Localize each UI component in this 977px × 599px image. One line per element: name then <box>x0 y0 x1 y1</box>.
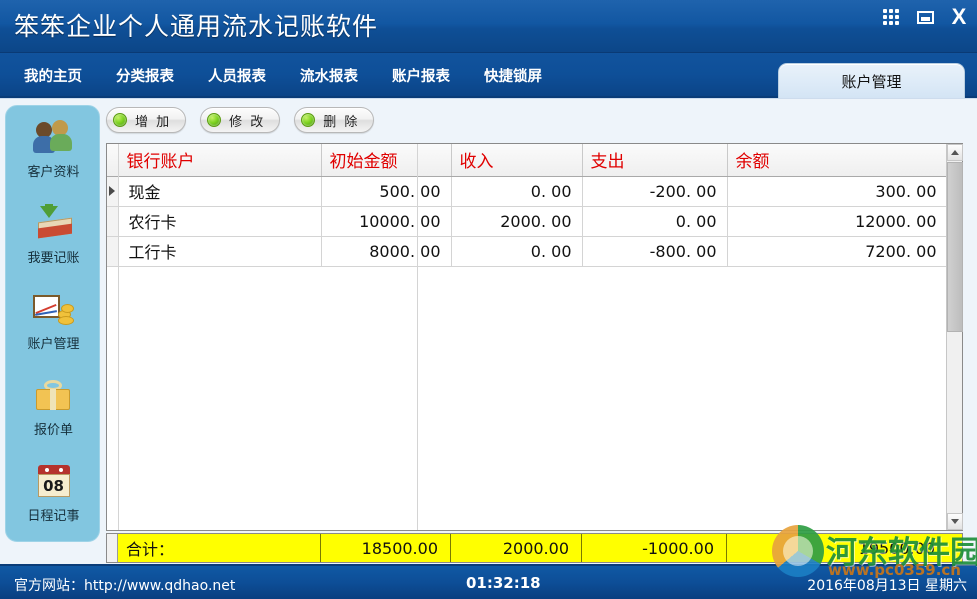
grid-menu-icon <box>883 9 899 25</box>
cell-balance[interactable]: 300. 00 <box>727 176 948 207</box>
add-button[interactable]: 增 加 <box>106 107 187 133</box>
cell-expense[interactable]: -200. 00 <box>582 176 728 207</box>
table-header-row: 银行账户 初始金额 收入 支出 余额 <box>107 144 948 177</box>
minimize-icon <box>916 10 934 24</box>
scrollbar-thumb[interactable] <box>947 162 963 332</box>
vertical-scrollbar[interactable] <box>946 144 963 530</box>
cell-balance[interactable]: 12000. 00 <box>727 206 948 237</box>
totals-indicator <box>107 534 118 562</box>
col-header-initial[interactable]: 初始金额 <box>321 144 452 177</box>
sidebar-label-schedule: 日程记事 <box>27 509 80 524</box>
ledger-icon <box>32 204 76 244</box>
table-row[interactable]: 工行卡 8000. 00 0. 00 -800. 00 7200. 00 <box>107 236 948 267</box>
table-row[interactable]: 农行卡 10000. 00 2000. 00 0. 00 12000. 00 <box>107 206 948 237</box>
delete-button[interactable]: 删 除 <box>294 107 375 133</box>
close-icon: X <box>951 4 967 29</box>
add-button-label: 增 加 <box>135 114 172 130</box>
cell-balance[interactable]: 7200. 00 <box>727 236 948 267</box>
cell-initial[interactable]: 500. 00 <box>321 176 452 207</box>
sidebar-label-bookkeeping: 我要记账 <box>27 251 80 266</box>
col-header-account[interactable]: 银行账户 <box>118 144 322 177</box>
row-indicator <box>107 206 119 237</box>
col-header-expense[interactable]: 支出 <box>582 144 728 177</box>
calendar-icon: 08 <box>32 462 76 502</box>
sidebar-item-customers[interactable]: 客户资料 <box>6 106 101 192</box>
menu-item-list: 我的主页 分类报表 人员报表 流水报表 账户报表 快捷锁屏 <box>18 53 548 98</box>
app-title: 笨笨企业个人通用流水记账软件 <box>14 12 379 41</box>
row-indicator <box>107 176 119 207</box>
row-indicator-header <box>107 144 119 177</box>
delete-led-icon <box>301 113 316 127</box>
grid-indicator-divider <box>118 144 119 530</box>
close-button[interactable]: X <box>945 4 973 30</box>
edit-button[interactable]: 修 改 <box>200 107 281 133</box>
sidebar-label-quotation: 报价单 <box>33 423 73 438</box>
add-led-icon <box>113 113 127 127</box>
grid-menu-button[interactable] <box>877 4 905 30</box>
accounts-grid: 银行账户 初始金额 收入 支出 余额 现金 500. 00 0. 00 -200… <box>106 143 963 531</box>
totals-initial: 18500.00 <box>321 534 451 562</box>
grid-column-divider <box>417 144 418 530</box>
toolbar: 增 加 修 改 删 除 <box>106 107 375 137</box>
accounts-table: 银行账户 初始金额 收入 支出 余额 现金 500. 00 0. 00 -200… <box>107 144 948 267</box>
menu-item-category-report[interactable]: 分类报表 <box>116 69 174 85</box>
title-bar: 笨笨企业个人通用流水记账软件 X <box>0 0 977 53</box>
col-header-income[interactable]: 收入 <box>451 144 583 177</box>
cell-initial[interactable]: 8000. 00 <box>321 236 452 267</box>
sidebar: 客户资料 我要记账 账户管理 报价单 08 日 <box>5 105 100 542</box>
status-time: 01:32:18 <box>466 574 541 592</box>
menu-item-quick-lock[interactable]: 快捷锁屏 <box>484 69 542 85</box>
scroll-up-button[interactable] <box>947 144 963 161</box>
cell-expense[interactable]: 0. 00 <box>582 206 728 237</box>
sidebar-item-bookkeeping[interactable]: 我要记账 <box>6 192 101 278</box>
minimize-button[interactable] <box>911 4 939 30</box>
sidebar-item-quotation[interactable]: 报价单 <box>6 364 101 450</box>
edit-led-icon <box>207 113 222 127</box>
gift-box-icon <box>32 376 76 416</box>
tab-account-management[interactable]: 账户管理 <box>778 63 965 99</box>
cell-account[interactable]: 工行卡 <box>118 236 322 267</box>
scroll-down-button[interactable] <box>947 513 963 530</box>
delete-button-label: 删 除 <box>323 114 360 130</box>
cell-initial[interactable]: 10000. 00 <box>321 206 452 237</box>
menu-item-account-report[interactable]: 账户报表 <box>392 69 450 85</box>
users-icon <box>32 118 76 158</box>
cell-account[interactable]: 农行卡 <box>118 206 322 237</box>
sidebar-label-account-management: 账户管理 <box>27 337 80 352</box>
row-indicator <box>107 236 119 267</box>
window-controls: X <box>877 2 973 32</box>
status-date: 2016年08月13日 星期六 <box>807 578 967 594</box>
menu-item-personnel-report[interactable]: 人员报表 <box>208 69 266 85</box>
cell-account[interactable]: 现金 <box>118 176 322 207</box>
current-row-arrow-icon <box>109 186 115 196</box>
cell-expense[interactable]: -800. 00 <box>582 236 728 267</box>
totals-balance: 19500.00 <box>858 538 935 558</box>
cell-income[interactable]: 0. 00 <box>451 236 583 267</box>
menu-item-flow-report[interactable]: 流水报表 <box>300 69 358 85</box>
calendar-day: 08 <box>37 474 70 497</box>
table-row[interactable]: 现金 500. 00 0. 00 -200. 00 300. 00 <box>107 176 948 207</box>
workspace: 客户资料 我要记账 账户管理 报价单 08 日 <box>0 98 977 564</box>
content-panel: 增 加 修 改 删 除 银 <box>106 101 972 563</box>
edit-button-label: 修 改 <box>229 114 266 130</box>
totals-income: 2000.00 <box>451 534 582 562</box>
sidebar-item-account-management[interactable]: 账户管理 <box>6 278 101 364</box>
cell-income[interactable]: 2000. 00 <box>451 206 583 237</box>
totals-label: 合计： <box>118 534 321 562</box>
totals-row: 合计： 18500.00 2000.00 -1000.00 19500.00 <box>106 533 963 563</box>
cell-income[interactable]: 0. 00 <box>451 176 583 207</box>
col-header-balance[interactable]: 余额 <box>727 144 948 177</box>
status-bar: 官方网站：http://www.qdhao.net 01:32:18 2016年… <box>0 564 977 599</box>
totals-expense: -1000.00 <box>582 534 727 562</box>
sidebar-label-customers: 客户资料 <box>27 165 80 180</box>
menu-item-home[interactable]: 我的主页 <box>24 69 82 85</box>
chart-coins-icon <box>32 290 76 330</box>
status-website[interactable]: 官方网站：http://www.qdhao.net <box>14 578 236 594</box>
sidebar-item-schedule[interactable]: 08 日程记事 <box>6 450 101 536</box>
